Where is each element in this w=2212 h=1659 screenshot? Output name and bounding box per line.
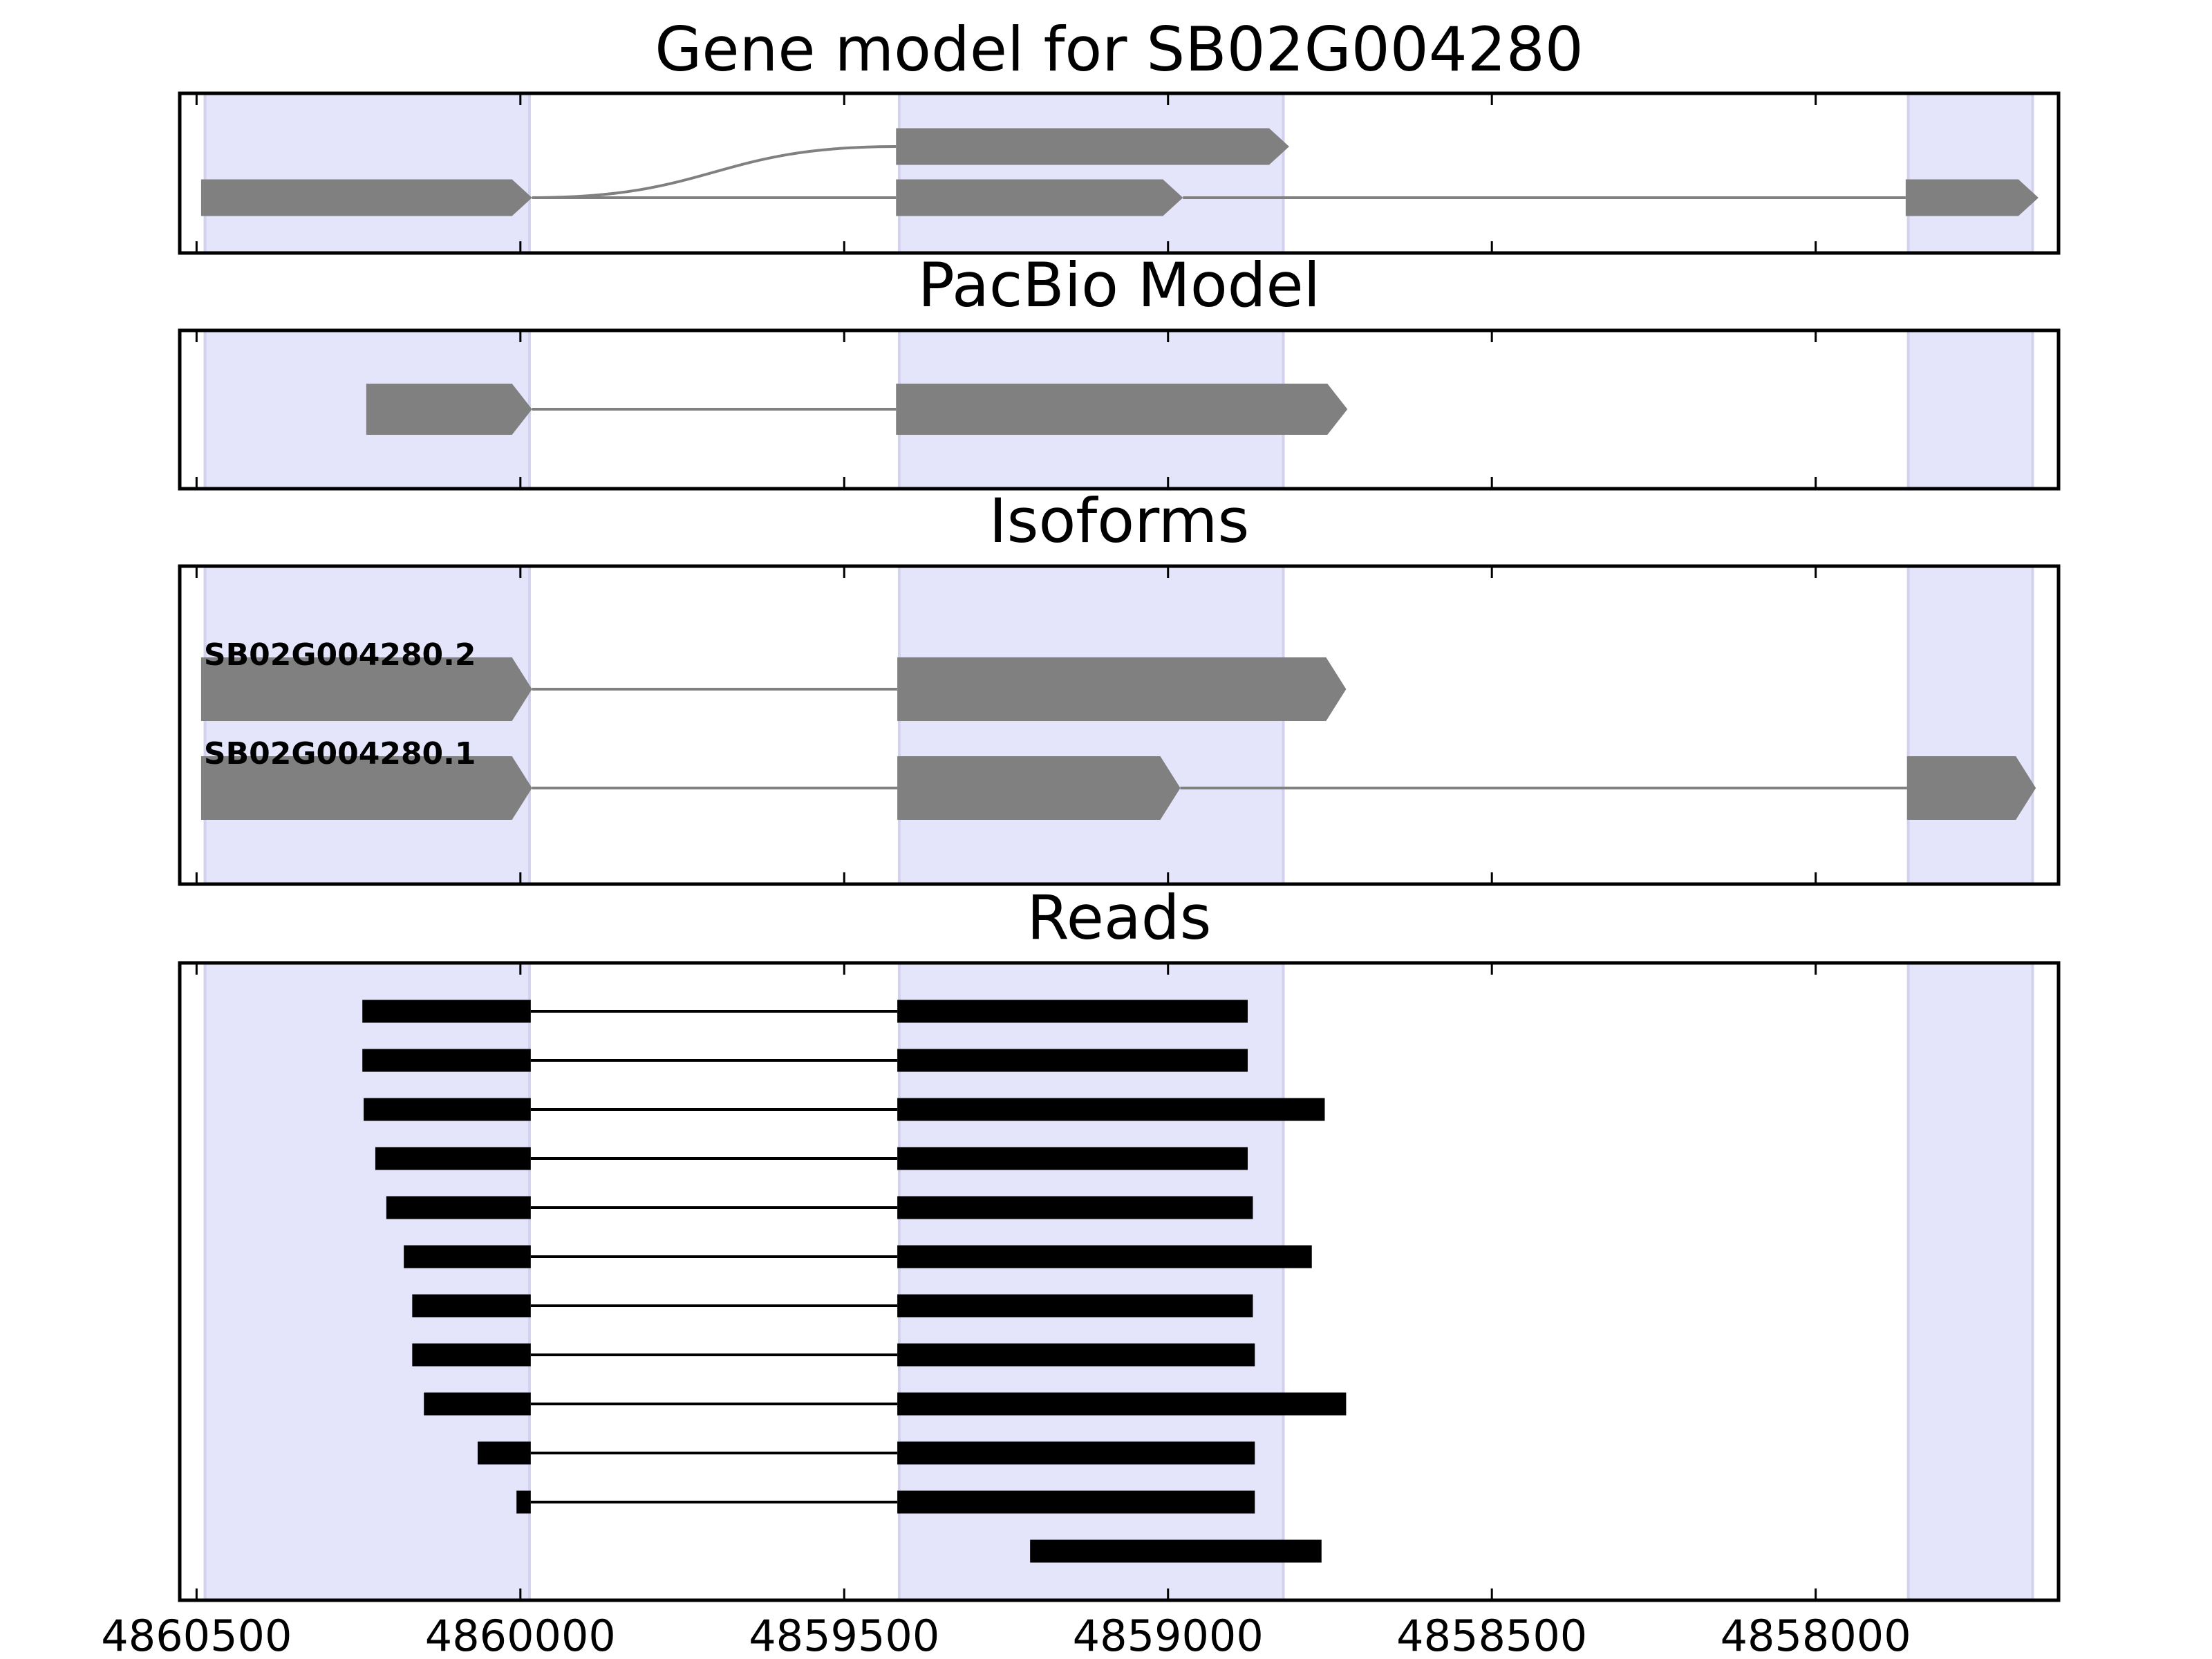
exon bbox=[1906, 756, 2036, 820]
exon bbox=[897, 756, 1181, 820]
x-tick-label: 4859000 bbox=[1073, 1611, 1264, 1659]
axes-frame bbox=[178, 564, 2061, 886]
highlight-region bbox=[1906, 329, 2034, 490]
x-tick-label: 4858500 bbox=[1396, 1611, 1587, 1659]
highlight-region bbox=[897, 565, 1285, 885]
panel-title: Reads bbox=[1027, 882, 1212, 953]
exon bbox=[896, 179, 1183, 216]
highlight-region bbox=[1906, 962, 2034, 1602]
exon bbox=[200, 756, 532, 820]
exon bbox=[424, 1392, 531, 1416]
exon bbox=[897, 1441, 1255, 1465]
exon bbox=[897, 657, 1347, 721]
x-tick-label: 4860500 bbox=[101, 1611, 292, 1659]
highlight-region bbox=[897, 92, 1285, 254]
exon bbox=[1905, 179, 2038, 216]
exon bbox=[364, 1098, 531, 1121]
exon bbox=[200, 179, 532, 216]
exon bbox=[362, 1049, 531, 1072]
exon bbox=[897, 1490, 1255, 1514]
exon bbox=[896, 128, 1289, 165]
isoform-label: SB02G004280.2 bbox=[204, 637, 476, 673]
exon bbox=[897, 1147, 1248, 1170]
exon bbox=[897, 1294, 1253, 1318]
exon bbox=[404, 1245, 531, 1268]
exon bbox=[897, 1000, 1248, 1023]
x-tick-label: 4859500 bbox=[749, 1611, 939, 1659]
panel-title: PacBio Model bbox=[918, 250, 1320, 321]
exon bbox=[375, 1147, 531, 1170]
exon bbox=[1030, 1539, 1322, 1563]
exon bbox=[516, 1490, 531, 1514]
exon bbox=[366, 384, 532, 435]
highlight-region bbox=[203, 92, 531, 254]
panel-title: Gene model for SB02G004280 bbox=[655, 14, 1584, 85]
exon bbox=[897, 1098, 1325, 1121]
isoform-label: SB02G004280.1 bbox=[204, 736, 476, 771]
highlight-region bbox=[1906, 565, 2034, 885]
connector bbox=[532, 145, 897, 199]
axes-frame bbox=[178, 91, 2061, 255]
x-tick-label: 4860000 bbox=[425, 1611, 616, 1659]
x-tick-label: 4858000 bbox=[1721, 1611, 1911, 1659]
highlight-region bbox=[1906, 92, 2034, 254]
exon bbox=[412, 1294, 531, 1318]
panel-title: Isoforms bbox=[989, 485, 1250, 556]
highlight-region bbox=[203, 565, 531, 885]
exon bbox=[386, 1196, 531, 1219]
exon bbox=[897, 1245, 1312, 1268]
exon bbox=[412, 1343, 531, 1367]
exon bbox=[897, 1049, 1248, 1072]
axes-frame bbox=[178, 328, 2061, 491]
exon bbox=[897, 1196, 1253, 1219]
exon bbox=[200, 657, 532, 721]
exon bbox=[896, 384, 1348, 435]
exon bbox=[897, 1392, 1347, 1416]
axes-frame bbox=[178, 961, 2061, 1602]
exon bbox=[897, 1343, 1255, 1367]
exon bbox=[362, 1000, 531, 1023]
exon bbox=[477, 1441, 531, 1465]
